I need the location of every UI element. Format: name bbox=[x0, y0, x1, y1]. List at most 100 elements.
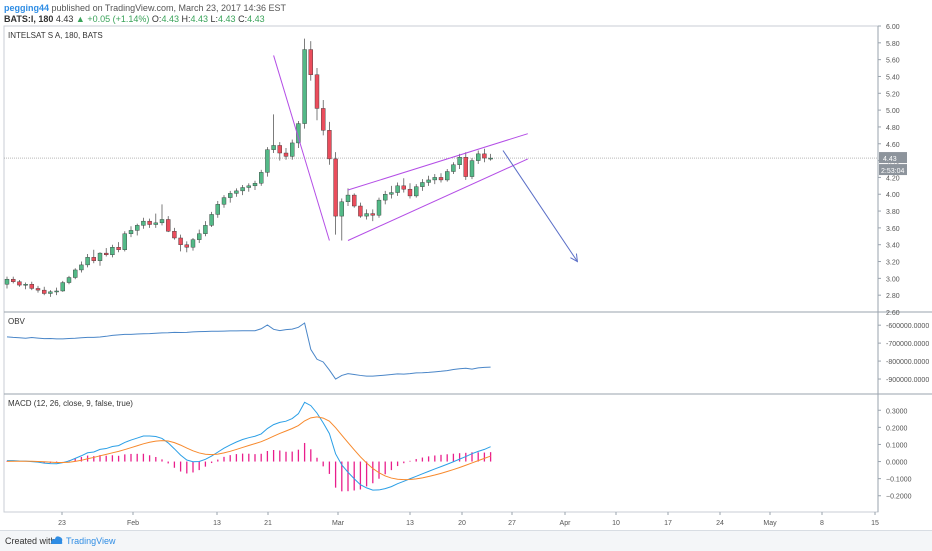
candle-body bbox=[296, 123, 301, 144]
candle-body bbox=[488, 157, 493, 160]
candle-body bbox=[339, 201, 344, 217]
price-tick-label: 5.20 bbox=[886, 91, 900, 98]
time-axis: 23 Feb 13 21 Mar 13 20 27 Apr 10 17 24 May 8 15 bbox=[58, 512, 879, 527]
price-tick-label: 5.60 bbox=[886, 58, 900, 65]
candle-body bbox=[438, 177, 444, 181]
low-value: 4.43 bbox=[218, 14, 236, 24]
price-tick-label: 4.00 bbox=[886, 192, 900, 199]
candle-body bbox=[395, 185, 400, 193]
price-tick-label: 5.00 bbox=[886, 108, 900, 115]
price-badge bbox=[879, 152, 907, 164]
time-tick-label: 10 bbox=[612, 520, 620, 527]
price-tick-label: 2.60 bbox=[886, 310, 900, 317]
macd-tick-label: −0.2000 bbox=[886, 494, 912, 501]
candle-body bbox=[196, 233, 202, 240]
obv-line bbox=[6, 322, 491, 380]
candle-body bbox=[227, 193, 233, 198]
arrow-head-icon bbox=[570, 253, 579, 263]
time-tick-label: 23 bbox=[58, 520, 66, 527]
trend-line-drawing bbox=[273, 55, 330, 241]
change-arrow-icon: ▲ bbox=[75, 14, 85, 24]
tradingview-brand-link[interactable]: TradingView bbox=[66, 536, 116, 546]
obv-tick-label: -900000.0000 bbox=[886, 377, 929, 384]
footer-bar: Created with TradingView bbox=[0, 530, 932, 551]
candle-body bbox=[345, 194, 351, 203]
time-tick-label: Feb bbox=[127, 520, 139, 527]
candle-body bbox=[103, 252, 109, 255]
author-link[interactable]: pegging44 bbox=[4, 3, 50, 13]
price-tick-label: 3.40 bbox=[886, 243, 900, 250]
symbol-line: BATS:I, 180 4.43 ▲ +0.05 (+1.14%) O:4.43… bbox=[4, 14, 265, 25]
macd-tick-label: 0.1000 bbox=[886, 442, 908, 449]
tradingview-logo-icon bbox=[51, 536, 63, 544]
candle-body bbox=[10, 278, 16, 282]
candle-body bbox=[370, 213, 375, 216]
candle-body bbox=[240, 187, 245, 192]
price-tick-label: 2.80 bbox=[886, 293, 900, 300]
main-pane-legend: INTELSAT S A, 180, BATS bbox=[8, 31, 103, 40]
candle-body bbox=[469, 160, 475, 177]
drawings-layer[interactable] bbox=[273, 55, 579, 263]
publish-line: pegging44 published on TradingView.com, … bbox=[4, 3, 286, 14]
change-value: +0.05 (+1.14%) bbox=[87, 14, 150, 24]
candle-body bbox=[383, 194, 388, 201]
macd-pane-legend: MACD (12, 26, close, 9, false, true) bbox=[8, 399, 133, 408]
candle-body bbox=[252, 183, 258, 187]
candle-body bbox=[432, 177, 437, 181]
candle-body bbox=[426, 179, 431, 183]
candle-body bbox=[17, 281, 22, 286]
close-value: 4.43 bbox=[247, 14, 265, 24]
candle-body bbox=[178, 237, 183, 245]
channel-lower-line bbox=[347, 158, 529, 241]
open-value: 4.43 bbox=[161, 14, 179, 24]
candle-body bbox=[203, 225, 208, 234]
candle-body bbox=[327, 130, 332, 160]
price-tick-label: 4.20 bbox=[886, 175, 900, 182]
chart-canvas[interactable]: 2.602.803.003.203.403.603.804.004.204.40… bbox=[0, 0, 932, 530]
candle-body bbox=[463, 157, 468, 177]
candle-body bbox=[283, 152, 289, 157]
candle-body bbox=[147, 220, 152, 225]
obv-series bbox=[6, 322, 491, 380]
candle-body bbox=[79, 264, 84, 271]
candle-body bbox=[445, 171, 450, 181]
forecast-arrow-line bbox=[502, 150, 578, 262]
signal-line bbox=[6, 416, 491, 481]
candle-body bbox=[48, 291, 53, 294]
time-tick-label: 21 bbox=[264, 520, 272, 527]
candle-body bbox=[265, 149, 270, 173]
candle-body bbox=[451, 164, 456, 172]
candle-body bbox=[314, 74, 320, 109]
chart-header: pegging44 published on TradingView.com, … bbox=[0, 0, 932, 26]
candle-body bbox=[85, 257, 90, 266]
candle-body bbox=[333, 158, 338, 217]
candle-body bbox=[482, 153, 487, 159]
macd-tick-label: 0.0000 bbox=[886, 460, 908, 467]
price-tick-label: 3.20 bbox=[886, 260, 900, 267]
publish-info: published on TradingView.com, March 23, … bbox=[51, 3, 287, 13]
pane-frames bbox=[3, 25, 932, 513]
time-tick-label: Apr bbox=[560, 520, 572, 527]
time-tick-label: 8 bbox=[820, 520, 824, 527]
candle-body bbox=[66, 277, 72, 283]
price-tick-label: 3.80 bbox=[886, 209, 900, 216]
price-tick-label: 4.80 bbox=[886, 125, 900, 132]
candle-body bbox=[122, 233, 128, 250]
price-tick-label: 5.80 bbox=[886, 41, 900, 48]
candle-body bbox=[364, 213, 369, 217]
price-tick-label: 4.60 bbox=[886, 142, 900, 149]
time-tick-label: 24 bbox=[716, 520, 724, 527]
candle-body bbox=[321, 108, 326, 131]
obv-tick-label: -600000.0000 bbox=[886, 323, 929, 330]
candle-body bbox=[246, 185, 252, 188]
price-tick-label: 3.00 bbox=[886, 276, 900, 283]
time-tick-label: 13 bbox=[213, 520, 221, 527]
candle-body bbox=[358, 205, 363, 217]
candle-body bbox=[97, 252, 103, 261]
candle-body bbox=[23, 284, 28, 286]
candle-body bbox=[209, 214, 214, 226]
candle-body bbox=[221, 197, 227, 205]
macd-tick-label: 0.3000 bbox=[886, 408, 908, 415]
pane-legends: INTELSAT S A, 180, BATS OBV MACD (12, 26, … bbox=[8, 31, 133, 408]
macd-line bbox=[7, 401, 491, 491]
